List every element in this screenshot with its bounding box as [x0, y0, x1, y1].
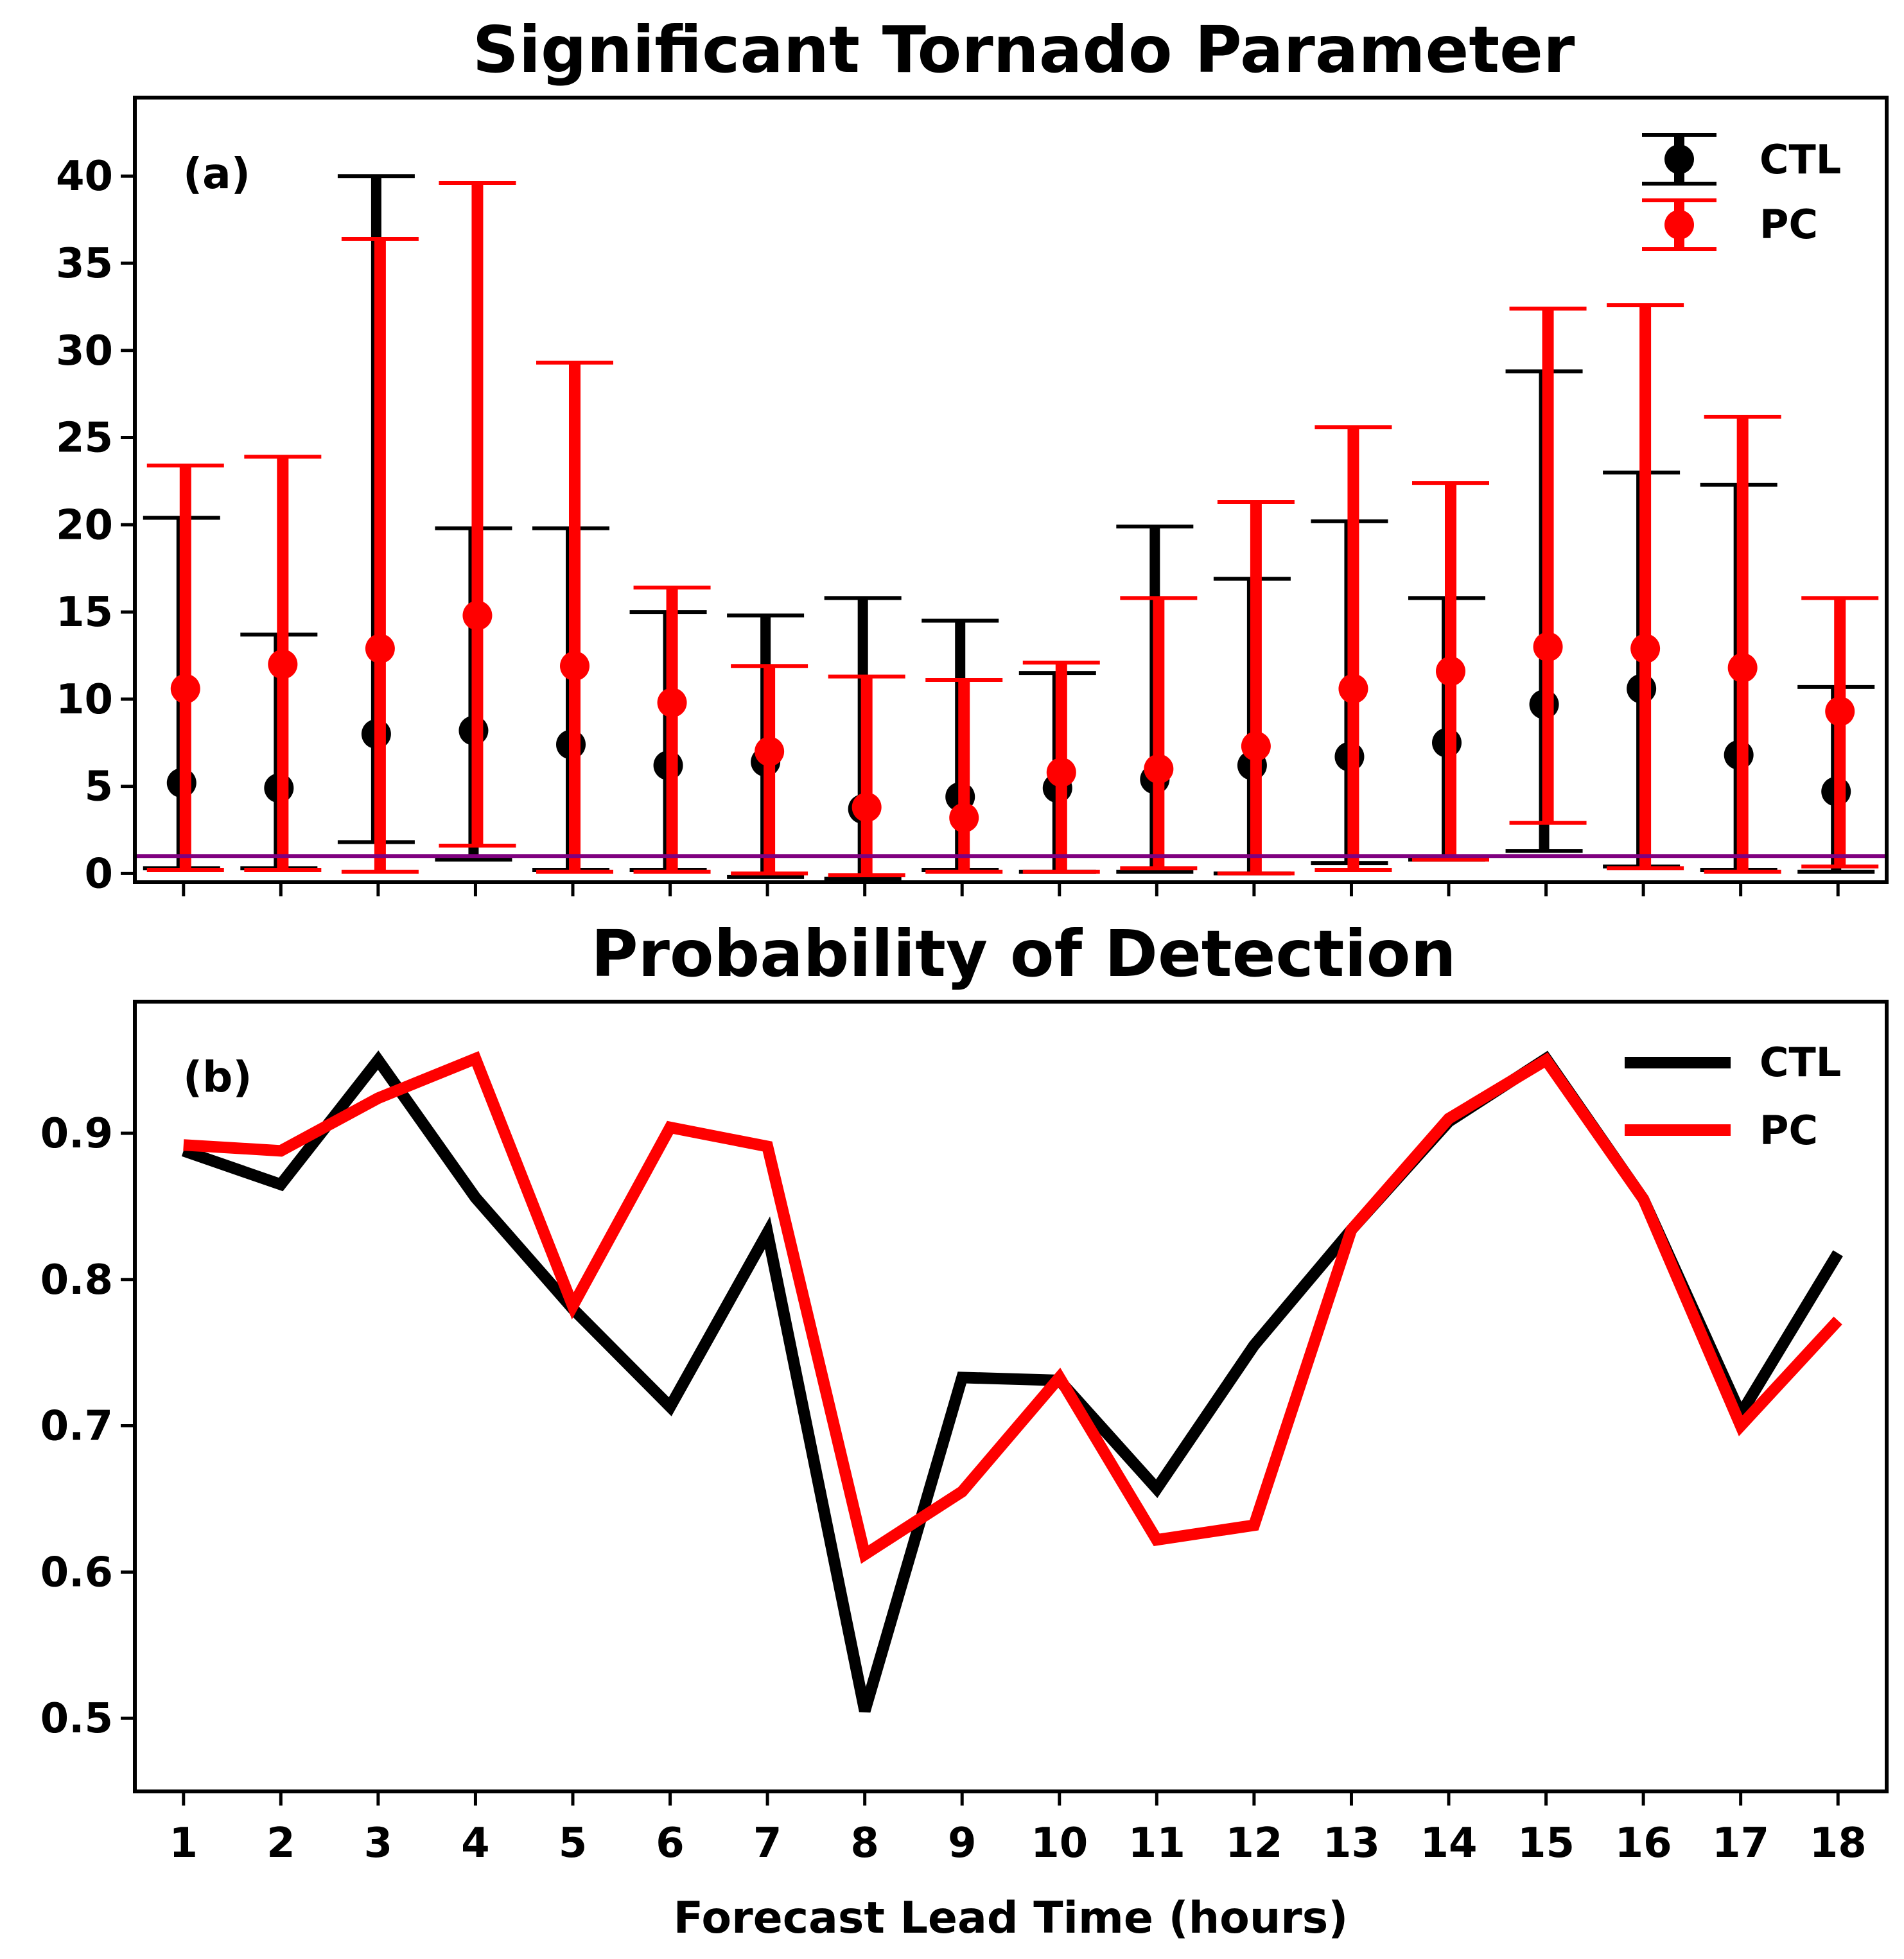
panel-a-pc-point: [755, 736, 785, 767]
panel-a: Significant Tornado Parameter 0 5 10 15 20 25…: [56, 12, 1889, 898]
panel-a-pc-point: [1630, 634, 1661, 664]
panel-b-xtick-label: 15: [1517, 1820, 1575, 1867]
panel-a-pc-point: [852, 792, 882, 823]
panel-b-ytick-label: 0.7: [40, 1403, 113, 1450]
panel-b-xtick-label: 17: [1712, 1820, 1769, 1867]
panel-b-xtick-label: 1: [170, 1820, 198, 1867]
panel-a-pc-point: [170, 674, 200, 704]
panel-a-pc-point: [1046, 757, 1076, 787]
panel-a-title: Significant Tornado Parameter: [473, 12, 1575, 87]
panel-b-xtick-label: 3: [364, 1820, 393, 1867]
panel-a-ytick-label: 25: [56, 415, 113, 462]
panel-a-ytick-label: 30: [56, 327, 113, 375]
panel-a-ytick-label: 35: [56, 240, 113, 288]
panel-b-xtick-label: 5: [559, 1820, 588, 1867]
panel-b-xtick-label: 8: [850, 1820, 879, 1867]
panel-b-xtick-label: 4: [461, 1820, 490, 1867]
panel-a-pc-point: [268, 649, 298, 679]
panel-b-legend-pc-label: PC: [1760, 1107, 1818, 1154]
panel-a-pc-point: [1241, 731, 1271, 762]
panel-b-xtick-label: 14: [1420, 1820, 1477, 1867]
panel-b-xtick-label: 7: [753, 1820, 782, 1867]
panel-a-legend-pc-marker: [1664, 210, 1694, 239]
panel-a-label: (a): [183, 149, 250, 198]
panel-a-legend-ctl-label: CTL: [1760, 136, 1841, 183]
panel-b: Probability of Detection 0.5 0.6 0.7 0.8 0.9…: [40, 916, 1889, 1944]
panel-a-ytick-label: 10: [56, 676, 113, 724]
panel-a-pc-point: [1727, 652, 1758, 683]
panel-a-ytick-label: 15: [56, 589, 113, 636]
panel-b-xtick-label: 16: [1615, 1820, 1672, 1867]
panel-a-pc-point: [1436, 656, 1465, 686]
panel-b-frame: [133, 1000, 1889, 1793]
panel-b-ytick-label: 0.5: [40, 1695, 113, 1743]
panel-a-plot-area: 0 5 10 15 20 25 30 35 40: [56, 153, 1887, 898]
panel-a-pc-point: [462, 600, 493, 631]
panel-b-xtick-label: 11: [1128, 1820, 1185, 1867]
panel-b-legend: CTL PC: [1625, 1039, 1841, 1154]
panel-a-pc-point: [1338, 674, 1368, 704]
panel-b-title: Probability of Detection: [591, 916, 1456, 991]
panel-a-pc-point: [1144, 754, 1174, 784]
panel-a-ytick-label: 5: [84, 763, 113, 811]
panel-b-xtick-label: 13: [1323, 1820, 1380, 1867]
panel-a-ytick-label: 20: [56, 501, 113, 549]
panel-a-legend-ctl-marker: [1664, 144, 1694, 174]
panel-a-pc-point: [560, 651, 590, 681]
panel-b-ctl-line: [181, 1050, 1843, 1713]
panel-b-ytick-label: 0.8: [40, 1257, 113, 1304]
panel-b-pc-line: [183, 1051, 1842, 1564]
panel-a-ytick-label: 0: [84, 850, 113, 898]
panel-a-legend: CTL PC: [1642, 133, 1841, 251]
panel-b-ytick-label: 0.9: [40, 1110, 113, 1158]
panel-a-ytick-label: 40: [56, 153, 113, 200]
panel-a-pc-point: [657, 688, 687, 718]
panel-a-pc-point: [365, 634, 395, 664]
panel-a-legend-pc-label: PC: [1760, 201, 1818, 248]
panel-a-pc-point: [949, 803, 979, 833]
panel-b-xtick-label: 18: [1810, 1820, 1867, 1867]
panel-b-plot-area: 0.50.60.70.80.91 2 3 4 5 6 7 8 9 10 11 12 13 14 15 16 17…: [40, 1050, 1867, 1867]
panel-a-pc-point: [1533, 632, 1563, 662]
panel-b-xtick-label: 12: [1225, 1820, 1282, 1867]
panel-b-xtick-label: 10: [1031, 1820, 1088, 1867]
panel-b-ytick-label: 0.6: [40, 1549, 113, 1596]
panel-b-xtick-label: 9: [948, 1820, 977, 1867]
panel-b-legend-ctl-label: CTL: [1760, 1039, 1841, 1086]
panel-b-xtick-label: 2: [266, 1820, 295, 1867]
panel-b-xtick-label: 6: [656, 1820, 685, 1867]
panel-b-label: (b): [183, 1052, 252, 1102]
panel-a-pc-point: [1825, 696, 1855, 726]
panel-a-frame: [133, 96, 1889, 884]
panel-b-xlabel: Forecast Lead Time (hours): [674, 1893, 1349, 1944]
